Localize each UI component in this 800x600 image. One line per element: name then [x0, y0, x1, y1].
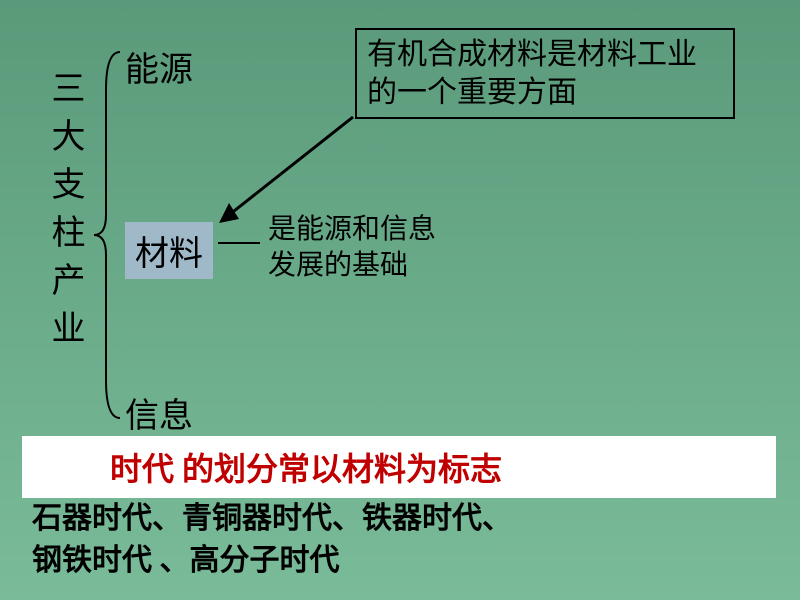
callout-synthetic-materials: 有机合成材料是材料工业的一个重要方面	[355, 28, 735, 119]
brace-bracket	[92, 50, 122, 420]
material-desc-line2: 发展的基础	[268, 248, 436, 284]
era-banner-text: 时代 的划分常以材料为标志	[110, 451, 502, 487]
era-banner: 时代 的划分常以材料为标志	[22, 436, 776, 498]
era-list-line1: 石器时代、青铜器时代、铁器时代、	[32, 498, 512, 540]
connector-line	[218, 242, 260, 244]
material-desc-line1: 是能源和信息	[268, 212, 436, 248]
item-energy: 能源	[125, 42, 193, 91]
era-list-line2: 钢铁时代 、高分子时代	[32, 540, 512, 582]
item-material: 材料	[125, 222, 213, 279]
item-info: 信息	[125, 388, 193, 437]
era-list: 石器时代、青铜器时代、铁器时代、 钢铁时代 、高分子时代	[32, 498, 512, 582]
material-description: 是能源和信息 发展的基础	[268, 212, 436, 285]
pillar-industries-label: 三大支柱产业	[40, 70, 89, 358]
